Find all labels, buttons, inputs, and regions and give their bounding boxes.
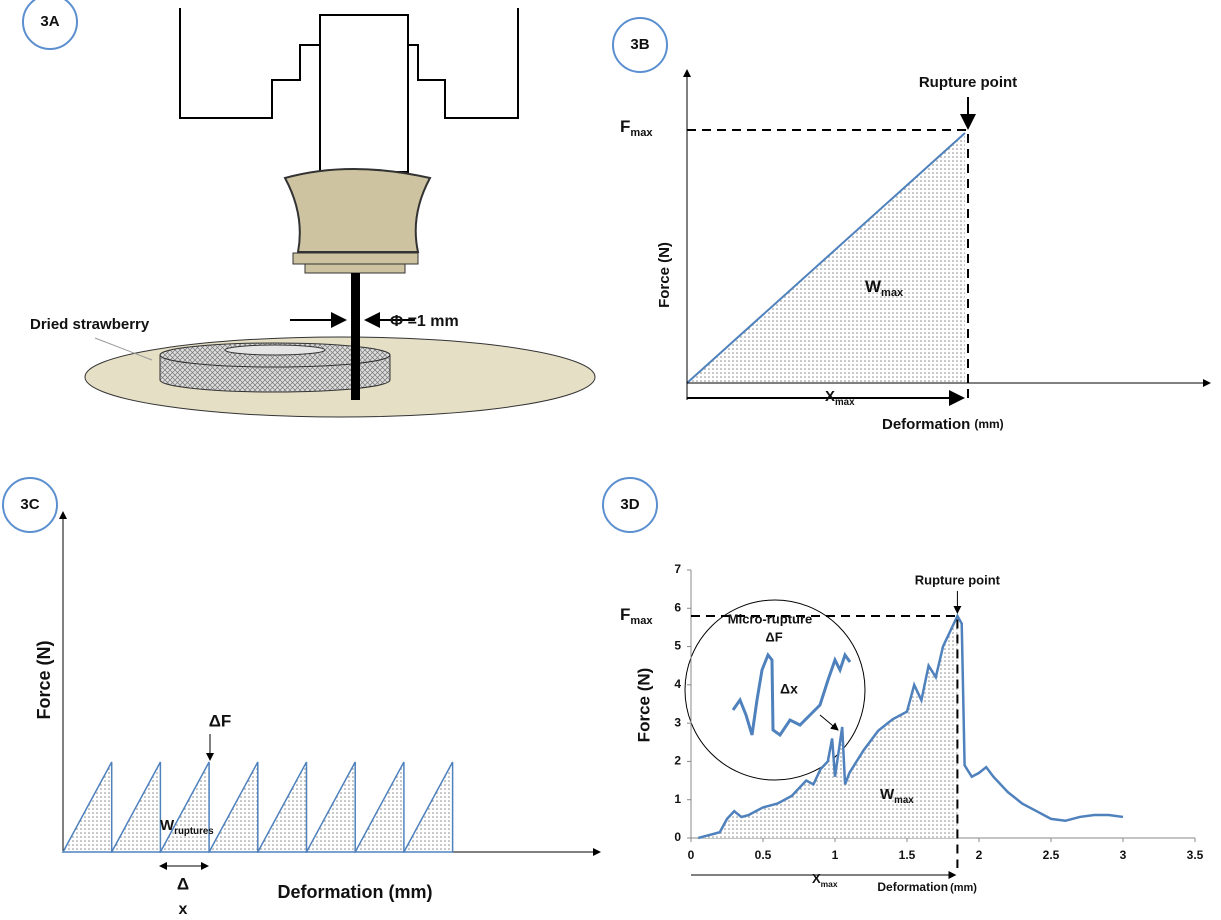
force-curve [697,613,1124,840]
label: 3D [620,496,639,513]
label: Wruptures [160,817,214,837]
label: 3.5 [1187,848,1204,862]
label: 3C [20,496,39,513]
label: 4 [674,677,681,691]
label: 1 [674,792,681,806]
label: Fmax [620,605,653,626]
holder [283,168,432,253]
label: Force (N) [34,640,54,719]
label-main: Deformation [877,880,948,894]
needle [351,273,360,400]
label: Force (N) [634,668,653,743]
x-axis-label: Deformation (mm) [882,416,1004,433]
panel-badge [602,477,658,533]
plate [292,252,419,265]
label: Rupture point [919,74,1017,91]
arrow [819,714,839,731]
shaft [319,14,409,173]
tooth [402,761,454,853]
tooth [61,761,113,853]
label: 1.5 [899,848,916,862]
panel-3a [84,8,596,418]
label-sub: max [881,287,904,299]
label: 1 [832,848,839,862]
label: 3 [674,715,681,729]
label-sub: max [630,127,653,139]
label: x [179,901,188,918]
label-main: X [825,388,835,405]
label: Force (N) [656,242,673,308]
plate [304,263,406,274]
label: Rupture point [915,572,1001,587]
label: Δ [177,874,189,893]
label: Micro-rupture [728,611,813,626]
label-main: W [865,277,882,296]
label: Δx [780,681,798,697]
inset [684,599,866,781]
label-main: Deformation [882,416,970,433]
inset-curve [731,651,852,738]
label: 3B [630,36,649,53]
tooth [256,761,308,853]
label: Xmax [812,871,838,889]
x-axis-label: Deformation (mm) [877,880,977,894]
dash [687,129,969,400]
label: Φ =1 mm [390,313,459,330]
label-main: F [620,117,630,136]
label: 3A [40,13,59,30]
tooth [159,761,210,853]
label: 2 [674,754,681,768]
label: 0 [688,848,695,862]
label-main: F [620,605,630,624]
label: ΔF [765,629,782,644]
pointer [94,337,153,361]
label: ΔF [209,711,232,730]
label-main: X [812,871,821,886]
label: 6 [674,600,681,614]
label: 0 [674,830,681,844]
label-sub: max [630,615,653,627]
work-area [698,615,958,838]
panel-badge [612,17,668,73]
tooth [110,761,162,853]
label: Wmax [865,277,904,298]
label-sub: max [821,879,838,889]
label: 2 [976,848,983,862]
label-unit: (mm) [974,417,1003,431]
sawtooth [61,761,454,853]
sample-ring [224,344,326,356]
tooth [207,761,259,853]
label: Wmax [880,786,914,806]
label-main: W [880,786,895,803]
panel-badge [22,0,78,50]
label-sub: ruptures [174,826,214,837]
label: 0.5 [755,848,772,862]
panel-3c [59,511,601,870]
label-sub: max [835,397,855,408]
panel-3d [684,599,866,781]
label-main: W [160,817,175,834]
label: Dried strawberry [30,316,150,333]
tooth [353,761,405,853]
label: 7 [674,562,681,576]
label: Xmax [825,388,855,408]
label: 2.5 [1043,848,1060,862]
label: Fmax [620,117,653,138]
label: 3 [1120,848,1127,862]
label: 5 [674,639,681,653]
label-sub: max [894,795,914,806]
label: Deformation (mm) [277,882,432,902]
panel-badge [2,477,58,533]
tooth [305,761,356,853]
curve [686,132,966,384]
label-unit: (mm) [950,882,977,894]
panel-3b [683,69,1211,406]
